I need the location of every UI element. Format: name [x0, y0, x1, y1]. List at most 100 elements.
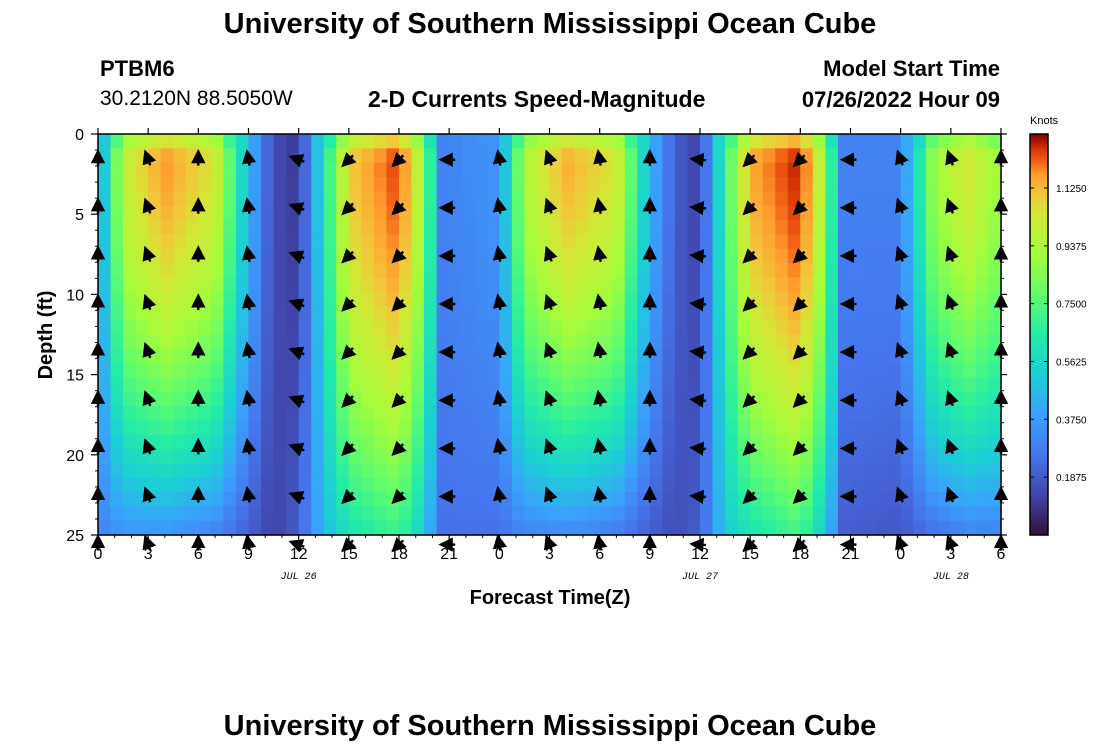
heatmap-cell: [135, 520, 149, 536]
heatmap-cell: [549, 506, 563, 522]
heatmap-cell: [662, 363, 676, 379]
station-coordinates: 30.2120N 88.5050W: [100, 87, 293, 110]
heatmap-cell: [712, 420, 726, 436]
heatmap-cell: [273, 176, 287, 192]
heatmap-cell: [787, 305, 801, 321]
heatmap-cell: [148, 277, 162, 293]
heatmap-cell: [812, 205, 827, 221]
heatmap-cell: [988, 334, 1002, 350]
heatmap-cell: [148, 176, 162, 192]
heatmap-cell: [612, 291, 626, 307]
heatmap-cell: [223, 205, 237, 221]
heatmap-cell: [286, 191, 300, 207]
heatmap-cell: [449, 219, 463, 235]
current-vector-arrow: [288, 539, 305, 553]
heatmap-cell: [988, 134, 1002, 149]
heatmap-cell: [361, 434, 375, 450]
heatmap-cell: [123, 219, 137, 235]
heatmap-cell: [248, 492, 262, 507]
heatmap-cell: [474, 449, 488, 464]
heatmap-cell: [311, 148, 325, 164]
heatmap-cell: [612, 234, 626, 250]
heatmap-cell: [587, 176, 601, 192]
current-vector-arrow: [492, 389, 508, 407]
heatmap-cell: [160, 477, 174, 493]
x-tick-label: 0: [94, 546, 103, 563]
heatmap-cell: [988, 234, 1002, 250]
heatmap-cell: [674, 162, 689, 178]
current-vector-arrow: [288, 298, 305, 313]
heatmap-cell: [562, 148, 576, 164]
heatmap-cell: [536, 134, 551, 149]
heatmap-cell: [474, 134, 488, 149]
heatmap-cell: [599, 520, 613, 536]
heatmap-cell: [624, 162, 638, 178]
heatmap-cell: [160, 434, 174, 450]
heatmap-cell: [148, 406, 162, 422]
heatmap-cell: [988, 248, 1002, 264]
heatmap-cell: [198, 176, 212, 192]
heatmap-cell: [975, 305, 990, 321]
heatmap-cell: [474, 506, 488, 522]
heatmap-cell: [775, 162, 789, 178]
current-vector-arrow: [945, 341, 959, 359]
heatmap-cell: [913, 449, 927, 464]
heatmap-cell: [737, 262, 751, 278]
heatmap-cell: [135, 205, 149, 221]
heatmap-cell: [361, 134, 375, 149]
heatmap-cell: [988, 162, 1002, 178]
heatmap-cell: [261, 134, 275, 149]
heatmap-cell: [975, 191, 990, 207]
current-vector-arrow: [742, 152, 758, 168]
heatmap-cell: [298, 234, 312, 250]
heatmap-cell: [411, 377, 425, 393]
heatmap-cell: [148, 377, 162, 393]
heatmap-cell: [235, 219, 250, 235]
heatmap-cell: [762, 463, 776, 479]
heatmap-cell: [223, 277, 237, 293]
heatmap-cell: [938, 219, 952, 235]
current-vector-arrow: [689, 345, 707, 360]
heatmap-cell: [424, 391, 438, 407]
heatmap-cell: [649, 363, 663, 379]
heatmap-cell: [762, 176, 776, 192]
heatmap-cell: [963, 420, 977, 436]
heatmap-cell: [975, 377, 990, 393]
heatmap-cell: [135, 305, 149, 321]
heatmap-cell: [612, 162, 626, 178]
heatmap-cell: [674, 348, 689, 364]
heatmap-cell: [674, 291, 689, 307]
heatmap-cell: [486, 162, 500, 178]
heatmap-cell: [399, 277, 413, 293]
heatmap-cell: [837, 449, 852, 464]
colorbar: [1029, 133, 1049, 536]
heatmap-cell: [850, 520, 864, 536]
heatmap-cell: [98, 449, 112, 464]
heatmap-cell: [988, 277, 1002, 293]
heatmap-cell: [737, 391, 751, 407]
heatmap-cell: [549, 219, 563, 235]
heatmap-cell: [825, 320, 839, 336]
heatmap-cell: [875, 219, 889, 235]
heatmap-cell: [173, 492, 187, 507]
heatmap-cell: [461, 162, 475, 178]
heatmap-cell: [436, 176, 450, 192]
heatmap-cell: [712, 234, 726, 250]
heatmap-cell: [599, 191, 613, 207]
heatmap-cell: [373, 320, 388, 336]
heatmap-cell: [248, 520, 262, 536]
current-vector-arrow: [689, 537, 707, 553]
heatmap-cell: [787, 434, 801, 450]
heatmap-cell: [649, 463, 663, 479]
colorbar-tick-label: 0.3750: [1056, 415, 1087, 426]
heatmap-cell: [662, 449, 676, 464]
heatmap-cell: [198, 277, 212, 293]
heatmap-cell: [674, 520, 689, 536]
heatmap-cell: [185, 449, 199, 464]
heatmap-cell: [775, 334, 789, 350]
heatmap-cell: [399, 248, 413, 264]
heatmap-cell: [562, 363, 576, 379]
y-tick-label: 0: [75, 127, 84, 144]
heatmap-cell: [436, 377, 450, 393]
heatmap-cell: [988, 191, 1002, 207]
